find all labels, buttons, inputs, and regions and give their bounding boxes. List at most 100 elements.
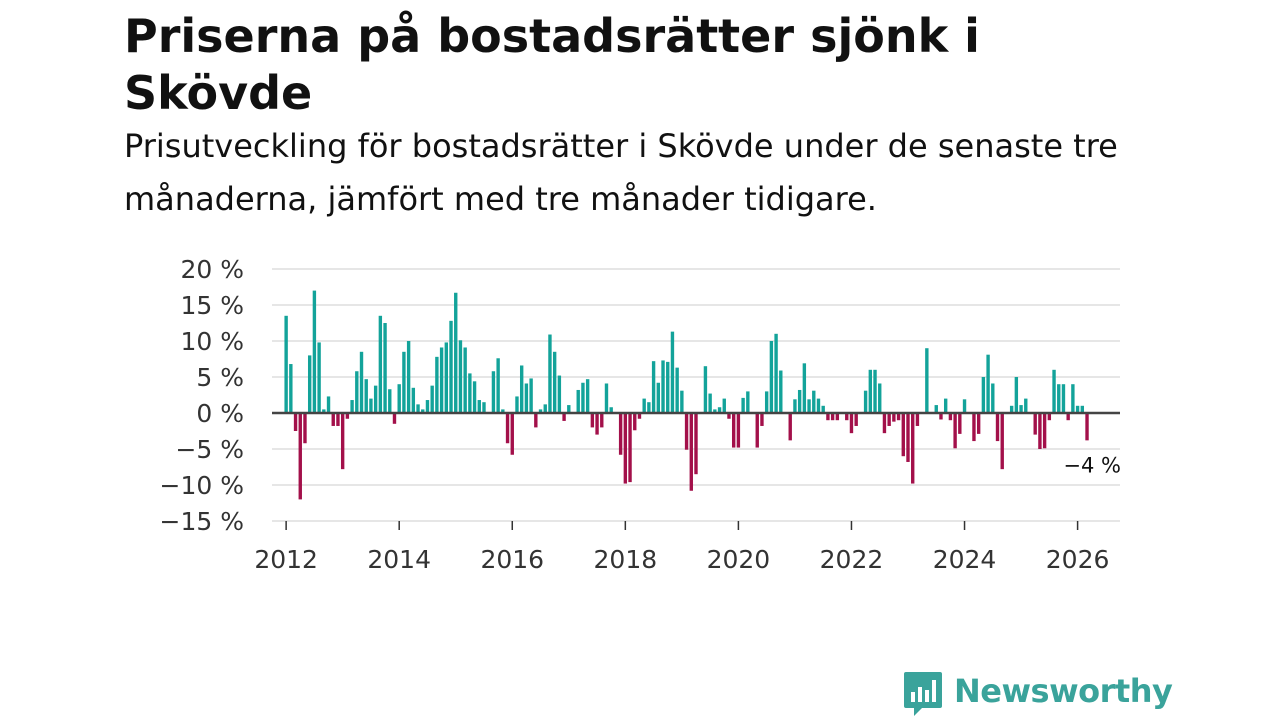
bar xyxy=(289,364,293,413)
bar xyxy=(694,413,698,475)
bar xyxy=(284,315,288,413)
bar xyxy=(505,413,510,444)
chart-subtitle: Prisutveckling för bostadsrätter i Skövd… xyxy=(124,127,1118,218)
y-tick-label: −15 % xyxy=(160,507,244,536)
bar xyxy=(491,371,496,413)
bar xyxy=(882,413,887,434)
bar xyxy=(590,413,595,428)
bar xyxy=(326,396,331,413)
bar xyxy=(976,413,981,434)
x-axis: 2012 2014 2016 2018 2020 2022 2024 2026 xyxy=(254,521,1109,574)
bar-chart: 20 %15 %10 %5 %0 %−5 %−10 %−15 % 2012 201… xyxy=(160,255,1121,574)
bar xyxy=(392,413,397,424)
bar xyxy=(468,373,472,413)
bar xyxy=(501,409,505,413)
bar xyxy=(962,399,967,413)
bar xyxy=(736,413,741,448)
bar xyxy=(538,409,543,413)
x-tick-label: 2012 xyxy=(254,545,318,574)
bar xyxy=(651,361,656,413)
x-tick-label: 2014 xyxy=(367,545,431,574)
bar xyxy=(915,413,920,426)
bar xyxy=(397,384,401,413)
bar xyxy=(576,389,580,413)
bar xyxy=(303,413,307,444)
bar xyxy=(807,399,811,413)
bar xyxy=(637,413,642,419)
bars xyxy=(284,290,1089,500)
bar xyxy=(934,405,938,413)
bar xyxy=(548,334,552,413)
bar xyxy=(1057,384,1061,413)
bar xyxy=(345,413,350,419)
annotations: −4 % xyxy=(1063,453,1121,477)
bar xyxy=(340,413,345,470)
bar xyxy=(336,413,340,426)
x-tick-label: 2022 xyxy=(820,545,884,574)
bar xyxy=(312,290,317,413)
bar xyxy=(552,351,557,413)
bar xyxy=(406,341,411,413)
bar xyxy=(524,383,529,413)
bar xyxy=(567,405,571,413)
bar xyxy=(1000,413,1004,470)
bar xyxy=(1047,413,1052,421)
bar xyxy=(868,369,873,413)
bar xyxy=(995,413,1000,442)
bar xyxy=(1075,405,1080,413)
bar xyxy=(416,404,420,413)
newsworthy-logo: Newsworthy xyxy=(902,670,1173,720)
bar xyxy=(562,413,566,421)
x-tick-label: 2026 xyxy=(1046,545,1110,574)
bar xyxy=(901,413,905,457)
bar xyxy=(458,340,463,413)
bar xyxy=(322,409,326,413)
bar xyxy=(953,413,957,449)
bar xyxy=(948,413,953,421)
bar xyxy=(708,393,712,413)
x-tick-label: 2018 xyxy=(594,545,658,574)
bar xyxy=(892,413,896,422)
y-tick-label: 15 % xyxy=(180,291,244,320)
y-tick-label: 10 % xyxy=(180,327,244,356)
chart-title: Priserna på bostadsrätter sjönk i Skövde xyxy=(124,9,980,120)
bar xyxy=(779,370,783,413)
bar xyxy=(439,347,444,413)
bar xyxy=(816,398,821,413)
bar xyxy=(496,358,500,413)
bar xyxy=(764,391,769,413)
bar xyxy=(802,363,807,413)
bar xyxy=(774,333,778,413)
bar xyxy=(981,377,986,413)
bar xyxy=(769,341,774,413)
bar xyxy=(604,383,609,413)
bar xyxy=(849,413,854,434)
bar xyxy=(1066,413,1070,421)
bar xyxy=(878,383,882,413)
bar xyxy=(482,402,486,413)
bar xyxy=(1014,377,1019,413)
bar xyxy=(1019,405,1023,413)
bar xyxy=(854,413,858,426)
bar xyxy=(411,387,416,413)
bar xyxy=(293,413,298,431)
bar xyxy=(991,383,995,413)
bar xyxy=(1038,413,1042,449)
bar xyxy=(421,409,425,413)
bar xyxy=(383,323,387,413)
bar xyxy=(788,413,792,441)
bar xyxy=(755,413,759,448)
bar xyxy=(1042,413,1047,449)
bar xyxy=(449,320,453,413)
bar xyxy=(741,397,745,413)
bar xyxy=(378,315,383,413)
bar xyxy=(373,385,378,413)
bar xyxy=(557,375,562,413)
bar xyxy=(1033,413,1037,435)
bar xyxy=(543,404,547,413)
bar xyxy=(675,367,679,413)
x-tick-label: 2016 xyxy=(480,545,544,574)
bar xyxy=(534,413,538,428)
bar xyxy=(887,413,891,426)
x-tick-label: 2024 xyxy=(933,545,997,574)
